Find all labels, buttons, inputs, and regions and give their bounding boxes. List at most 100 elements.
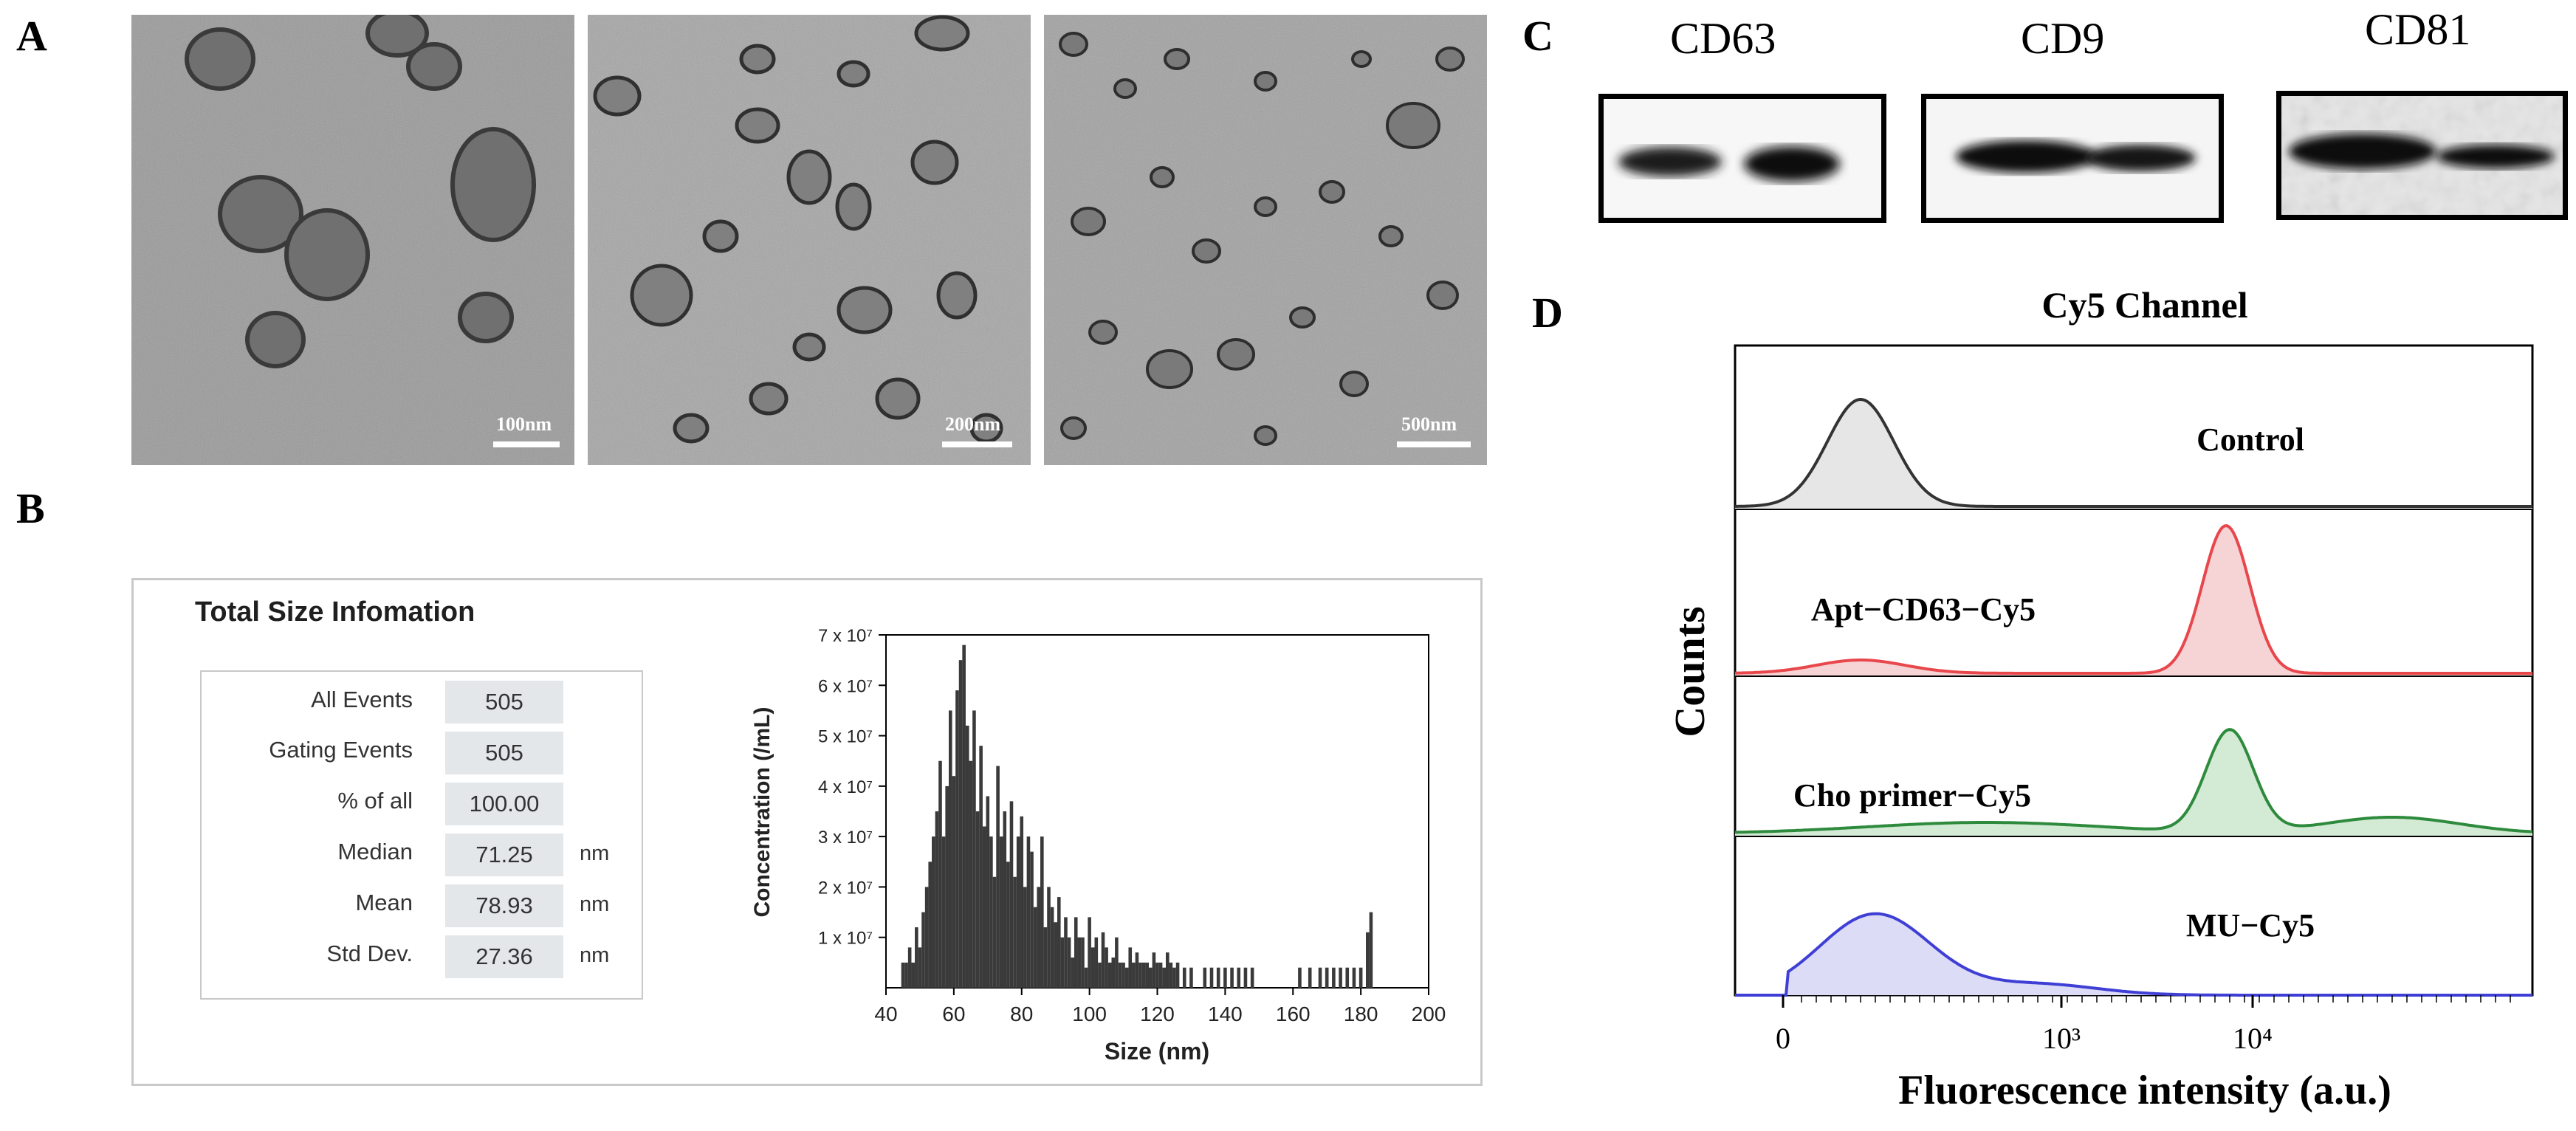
y-tick-label: 6 x 10⁷ — [818, 676, 873, 696]
histogram-bar — [1023, 887, 1027, 988]
stat-value: 27.36 — [445, 935, 563, 978]
stat-unit: nm — [580, 842, 610, 865]
histogram-bar — [1071, 958, 1074, 988]
histogram-bar — [1115, 937, 1119, 988]
histogram-bar — [1124, 967, 1129, 988]
blot-cd9 — [1921, 94, 2224, 223]
histogram-bar — [992, 876, 997, 988]
histogram-bar — [969, 760, 973, 988]
flow-x-tick-label: 10³ — [2042, 1022, 2081, 1055]
histogram-bar — [1325, 967, 1329, 988]
x-tick-label: 160 — [1276, 1003, 1311, 1025]
flow-x-tick-label: 0 — [1776, 1022, 1790, 1055]
stat-unit: nm — [580, 893, 610, 916]
histogram-bar — [1141, 962, 1146, 988]
flow-title: Cy5 Channel — [2041, 284, 2247, 326]
histogram-bar — [932, 836, 935, 988]
histogram-bar — [982, 826, 986, 988]
histogram-bar — [1030, 851, 1034, 988]
histogram-bar — [1250, 967, 1254, 988]
histogram-bar — [1013, 876, 1017, 988]
histogram-bar — [1084, 967, 1088, 988]
histogram-bar — [1040, 836, 1044, 988]
x-tick-label: 60 — [942, 1003, 965, 1025]
panel-label-c: C — [1522, 12, 1553, 60]
histogram-bar — [907, 947, 912, 988]
histogram-bar — [1054, 922, 1057, 988]
histogram-bar — [1043, 927, 1048, 988]
histogram-bar — [1047, 887, 1051, 988]
stat-value: 505 — [445, 732, 563, 774]
y-tick-label: 7 x 10⁷ — [818, 626, 873, 646]
stat-value: 71.25 — [445, 833, 563, 876]
stat-label: All Events — [311, 687, 413, 712]
histogram-bar — [941, 836, 946, 988]
histogram-bar — [958, 660, 963, 988]
histogram-bar — [1189, 967, 1193, 988]
histogram-bar — [938, 760, 942, 988]
histogram-bar — [1050, 907, 1054, 988]
histogram-bar — [1003, 811, 1007, 988]
histogram-bar — [1162, 967, 1166, 988]
histogram-bar — [1332, 967, 1336, 988]
series-area — [1735, 729, 2532, 836]
histogram-bar — [948, 710, 952, 988]
histogram-bar — [901, 962, 905, 988]
histogram-bar — [1366, 932, 1370, 988]
histogram-bar — [1105, 947, 1108, 988]
stat-value: 505 — [445, 681, 563, 723]
stat-value: 100.00 — [445, 783, 563, 825]
histogram-bar — [1090, 947, 1095, 988]
x-tick-label: 200 — [1412, 1003, 1446, 1025]
histogram-bar — [996, 766, 1000, 988]
histogram-bar — [1138, 962, 1142, 988]
series-line — [1735, 912, 2532, 997]
histogram-bar — [945, 785, 949, 988]
y-tick-label: 4 x 10⁷ — [818, 777, 873, 797]
histogram-bar — [952, 776, 956, 988]
series-area — [1735, 913, 2532, 995]
histogram-bar — [1145, 962, 1150, 988]
stat-label: Mean — [355, 890, 413, 915]
histogram-bar — [1094, 937, 1099, 988]
histogram-bar — [1037, 887, 1041, 988]
histogram-bar — [1111, 958, 1116, 988]
histogram-bar — [1118, 962, 1122, 988]
histogram-bar — [1101, 932, 1105, 988]
scale-bar-line — [1397, 441, 1471, 447]
marker-label-cd9: CD9 — [2021, 14, 2105, 63]
histogram-bar — [1026, 836, 1031, 988]
flow-x-label: Fluorescence intensity (a.u.) — [1898, 1068, 2391, 1113]
blot-cd63 — [1598, 94, 1886, 223]
x-tick-label: 140 — [1208, 1003, 1243, 1025]
flow-x-tick-label: 10⁴ — [2233, 1022, 2273, 1055]
series-label-cho-primer: Cho primer−Cy5 — [1793, 777, 2031, 814]
histogram-bar — [1067, 937, 1071, 988]
marker-label-cd63: CD63 — [1670, 14, 1776, 63]
histogram-bar — [911, 962, 916, 988]
histogram-bar — [1132, 962, 1136, 988]
histogram-bar — [1081, 937, 1085, 988]
histogram-bar — [1135, 952, 1139, 988]
histogram-bar — [1359, 967, 1363, 988]
histogram-bar — [1223, 967, 1227, 988]
histogram-bar — [1339, 967, 1342, 988]
flow-cytometry-plot: Cy5 Channel 0 10³ 10⁴ Fluorescence intensi… — [1666, 284, 2534, 1113]
y-tick-label: 3 x 10⁷ — [818, 828, 873, 848]
tem-image-1: 100nm — [131, 15, 574, 465]
nta-title: Total Size Infomation — [195, 597, 475, 628]
histogram-bar — [1352, 967, 1356, 988]
panel-label-b: B — [16, 484, 45, 532]
histogram-bar — [1074, 917, 1078, 988]
histogram-bar — [1298, 967, 1302, 988]
histogram-bar — [955, 690, 959, 988]
histogram-bar — [1009, 801, 1014, 988]
histogram-bar — [1169, 962, 1173, 988]
scale-bar-label: 500nm — [1401, 413, 1457, 435]
stat-label: Gating Events — [269, 737, 413, 763]
series-area — [1735, 399, 2532, 509]
histogram-bar — [1230, 967, 1234, 988]
histogram-bar — [1369, 912, 1373, 988]
stat-label: Std Dev. — [326, 941, 413, 966]
histogram-bar — [986, 796, 990, 988]
